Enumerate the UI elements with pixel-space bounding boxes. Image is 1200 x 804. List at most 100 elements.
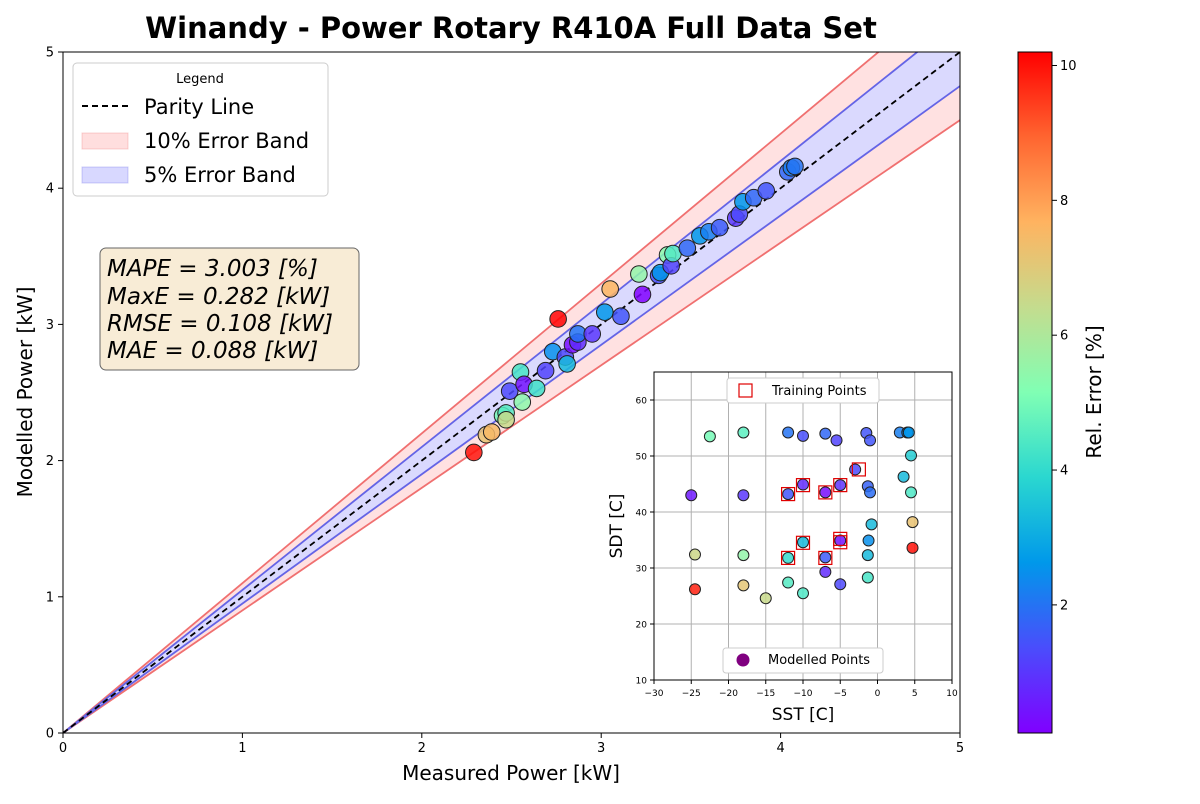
training-point [818,550,833,566]
inset-x-tick-label: 5 [912,689,918,699]
training-points-swatch [738,383,753,398]
modelled-point [861,549,874,562]
x-axis-label: Measured Power [kW] [402,761,620,785]
training-point [833,478,848,493]
training-point [780,486,796,502]
modelled-point [782,576,795,589]
modelled-point [782,426,795,439]
modelled-point [861,571,874,584]
inset-y-tick-label: 60 [636,397,648,407]
modelled-point [905,449,918,462]
inset-legend-bottom: Modelled Points [722,647,884,674]
main-point [595,303,614,321]
modelled-point [906,516,919,529]
inset-plot: −30 −25 −20 −15 −10 −5 0 5 10 10 20 30 40 50 60 SST [C… [607,371,958,725]
modelled-point [819,551,832,564]
legend-band10-swatch [81,132,129,150]
x-tick-label: 0 [59,741,67,756]
training-point [780,550,796,566]
modelled-point [688,548,701,561]
y-axis-label: Modelled Power [kW] [13,287,37,498]
inset-points [685,426,919,605]
main-point [630,265,648,283]
modelled-point [865,518,878,531]
main-plot-frame [62,51,961,734]
training-point [795,478,811,493]
modelled-point [862,534,875,547]
modelled-point [797,536,809,549]
colorbar-tick-label: 8 [1060,194,1068,209]
main-point [601,280,619,298]
modelled-point [737,426,750,439]
main-point [497,410,515,429]
legend-frame [72,62,329,197]
x-tick-label: 1 [238,741,246,756]
inset-y-tick-label: 40 [636,509,648,519]
inset-y-tick-label: 50 [636,453,648,463]
main-point [612,307,630,326]
modelled-point [797,478,809,491]
modelled-point [830,434,843,447]
modelled-point [906,541,919,554]
colorbar-tick-label: 10 [1060,59,1077,74]
colorbar-gradient [1017,51,1053,734]
colorbar: 2 4 6 8 10 Rel. Error [%] [1017,51,1106,734]
main-point [549,310,567,328]
main-point [465,443,483,462]
y-tick-label: 5 [46,46,54,61]
modelled-point [797,587,809,600]
x-tick-label: 5 [956,741,964,756]
inset-legend-top: Training Points [726,377,880,404]
modelled-point [737,489,750,502]
inset-legend-top-frame [726,377,880,404]
legend-entry-band5: 5% Error Band [144,163,296,187]
training-point [818,485,833,500]
main-point [558,355,576,373]
inset-x-tick-label: 10 [946,689,958,699]
modelled-point [834,479,847,492]
x-tick-label: 2 [418,741,426,756]
legend-title: Legend [176,72,224,87]
inset-legend-bottom-frame [722,647,884,674]
modelled-point [797,429,809,442]
main-point [482,423,501,441]
legend-entry-parity: Parity Line [144,95,254,119]
main-point [633,285,652,304]
inset-x-tick-label: −10 [794,689,813,699]
modelled-point [864,434,877,447]
modelled-point [703,430,716,443]
main-point [786,157,804,176]
legend-entry-band10: 10% Error Band [144,129,309,153]
main-point [536,361,555,380]
modelled-point [834,534,847,547]
stat-rmse: RMSE = 0.108 [kW] [107,311,333,337]
modelled-point [902,426,915,439]
modelled-point [905,486,918,499]
colorbar-ticks: 2 4 6 8 10 [1052,59,1077,613]
modelled-point [737,579,750,592]
modelled-point [849,463,862,476]
training-point [833,531,848,546]
main-point [513,393,532,411]
error-band-5-upper-line [63,52,919,733]
modelled-point [782,488,795,501]
colorbar-tick-label: 6 [1060,329,1068,344]
modelled-point [819,486,832,499]
x-tick-label: 3 [597,741,605,756]
main-point [678,239,697,257]
inset-legend-modelled: Modelled Points [768,653,870,668]
stat-maxe: MaxE = 0.282 [kW] [107,284,330,310]
modelled-point [819,565,832,578]
colorbar-label: Rel. Error [%] [1082,325,1106,458]
inset-axis-ticks: −30 −25 −20 −15 −10 −5 0 5 10 10 20 30 40 50 60 [636,397,958,700]
main-point [757,182,776,200]
inset-y-tick-label: 10 [636,677,648,687]
main-point [500,382,519,400]
y-tick-label: 3 [46,318,54,333]
modelled-point [688,583,701,596]
inset-x-axis-label: SST [C] [772,705,835,725]
